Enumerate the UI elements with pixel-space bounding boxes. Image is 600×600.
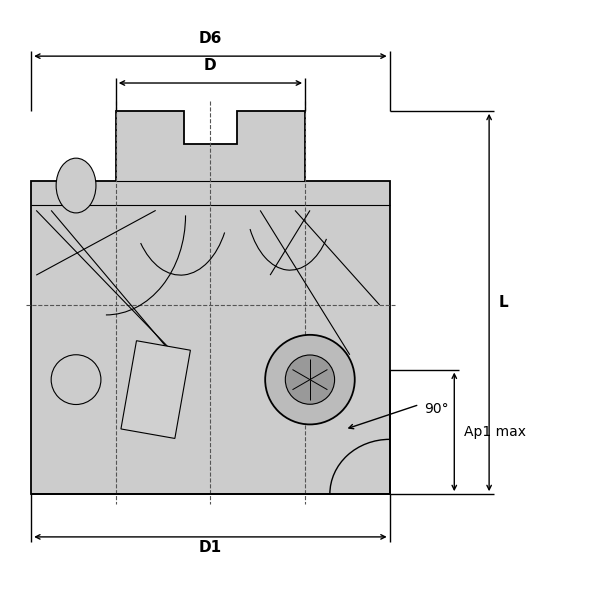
Circle shape (51, 355, 101, 404)
Polygon shape (121, 341, 190, 439)
Polygon shape (31, 111, 389, 494)
Circle shape (286, 355, 335, 404)
Text: 90°: 90° (424, 403, 449, 416)
Circle shape (265, 335, 355, 424)
Text: D: D (204, 58, 217, 73)
Ellipse shape (56, 158, 96, 213)
Text: L: L (499, 295, 509, 310)
Text: Ap1 max: Ap1 max (464, 425, 526, 439)
Text: D6: D6 (199, 31, 222, 46)
Text: D1: D1 (199, 540, 222, 555)
